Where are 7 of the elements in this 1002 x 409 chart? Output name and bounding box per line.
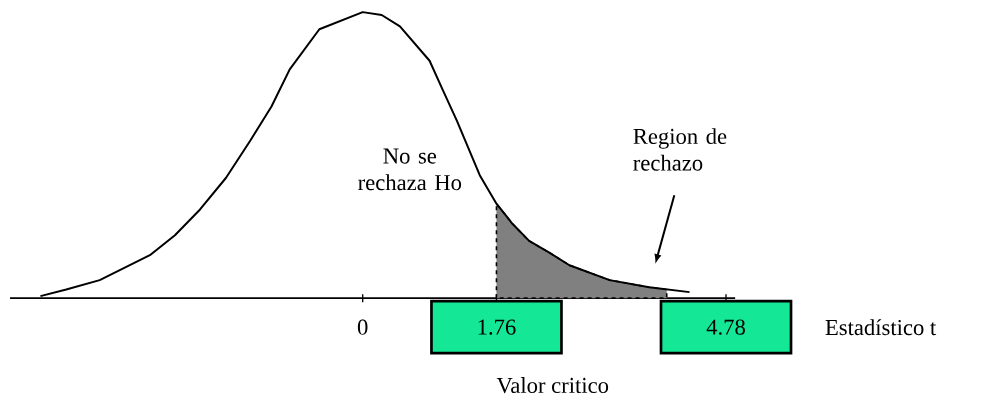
x-tick-label: 0 (357, 319, 368, 335)
x-tick-label: 4.78 (706, 319, 745, 335)
text: Valor critico (496, 377, 609, 394)
annotation: Region de rechazo (633, 128, 727, 171)
x-tick-label: 1.76 (478, 319, 516, 335)
annotation: No se rechaza Ho (358, 148, 462, 191)
x-axis-title: Estadístico t (825, 319, 937, 336)
